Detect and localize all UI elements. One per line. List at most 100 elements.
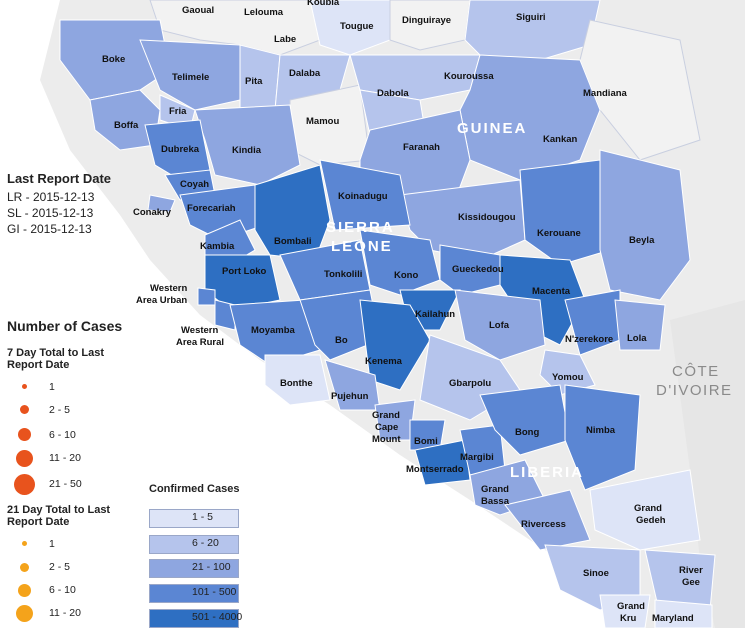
region-macenta bbox=[499, 254, 586, 346]
label-boffa: Boffa bbox=[114, 120, 139, 131]
country-label-liberia: LIBERIA bbox=[510, 464, 584, 481]
label-moyamba: Moyamba bbox=[251, 325, 296, 336]
label-kailahun: Kailahun bbox=[415, 309, 455, 320]
last-report-title: Last Report Date bbox=[7, 171, 112, 186]
label-dinguiraye: Dinguiraye bbox=[402, 15, 451, 26]
label-conakry: Conakry bbox=[133, 207, 172, 218]
label-nimba: Nimba bbox=[586, 425, 616, 436]
region-tougue bbox=[309, 0, 401, 56]
region-bonthe bbox=[264, 354, 331, 406]
legend-title: Number of Cases bbox=[7, 318, 123, 334]
label-macenta: Macenta bbox=[532, 286, 571, 297]
twentyone-dot-1 bbox=[22, 541, 27, 546]
label-sinoe: Sinoe bbox=[583, 568, 609, 579]
region-kerouane bbox=[519, 159, 611, 266]
seven-day-dot-5 bbox=[14, 474, 35, 495]
region-telimele bbox=[139, 39, 241, 111]
last-report-panel: Last Report Date LR - 2015-12-13 SL - 20… bbox=[7, 171, 111, 237]
label-gcm-1: Grand bbox=[372, 410, 400, 421]
seven-day-label-4: 11 - 20 bbox=[49, 452, 81, 464]
region-bo bbox=[299, 289, 381, 361]
region-gueckedou bbox=[439, 244, 501, 296]
region-koinadugu bbox=[319, 159, 411, 231]
twentyone-dot-2 bbox=[20, 563, 29, 572]
label-kenema: Kenema bbox=[365, 356, 403, 367]
region-western-urban bbox=[197, 287, 216, 306]
label-kissidougou: Kissidougou bbox=[458, 212, 516, 223]
label-bombali: Bombali bbox=[274, 236, 311, 247]
confirmed-label-4: 101 - 500 bbox=[192, 586, 237, 598]
confirmed-label-3: 21 - 100 bbox=[192, 561, 231, 573]
seven-day-label-1: 1 bbox=[49, 381, 55, 393]
confirmed-swatch-1 bbox=[149, 509, 239, 528]
label-koubia: Koubia bbox=[307, 0, 340, 8]
label-bomi: Bomi bbox=[414, 436, 438, 447]
region-kouroussa bbox=[349, 54, 481, 101]
last-report-gi: GI - 2015-12-13 bbox=[7, 222, 92, 236]
label-forecariah: Forecariah bbox=[187, 203, 236, 214]
last-report-sl: SL - 2015-12-13 bbox=[7, 206, 94, 220]
coastal-lake bbox=[374, 443, 382, 451]
confirmed-swatch-3 bbox=[149, 559, 239, 578]
label-coyah: Coyah bbox=[180, 179, 209, 190]
label-faranah: Faranah bbox=[403, 142, 440, 153]
region-kenema bbox=[359, 299, 431, 391]
label-grand-gedeh-2: Gedeh bbox=[636, 515, 666, 526]
twentyone-title-line2: Report Date bbox=[7, 516, 70, 528]
confirmed-label-1: 1 - 5 bbox=[192, 511, 214, 523]
label-western-rural-1: Western bbox=[181, 325, 219, 336]
label-beyla: Beyla bbox=[629, 235, 655, 246]
seven-day-dot-3 bbox=[18, 428, 31, 441]
region-conakry bbox=[147, 194, 176, 213]
region-western-rural bbox=[214, 299, 236, 331]
region-maryland bbox=[654, 599, 713, 628]
label-grand-kru-2: Kru bbox=[620, 613, 637, 624]
legend-seven-day-title: 7 Day Total to Last Report Date bbox=[7, 347, 104, 371]
label-dalaba: Dalaba bbox=[289, 68, 321, 79]
twentyone-dot-3 bbox=[18, 584, 31, 597]
country-label-sierra: SIERRA bbox=[326, 219, 395, 236]
label-kerouane: Kerouane bbox=[537, 228, 581, 239]
label-dabola: Dabola bbox=[377, 88, 409, 99]
label-bo: Bo bbox=[335, 335, 348, 346]
label-montserrado: Montserrado bbox=[406, 464, 464, 475]
twentyone-label-4: 11 - 20 bbox=[49, 607, 81, 619]
label-grand-bassa-2: Bassa bbox=[481, 496, 510, 507]
label-fria: Fria bbox=[169, 106, 187, 117]
twentyone-label-2: 2 - 5 bbox=[49, 561, 71, 573]
region-nimba bbox=[564, 384, 641, 491]
region-rivercess bbox=[504, 489, 591, 551]
label-nzerekore: N'zerekore bbox=[565, 334, 613, 345]
label-lola: Lola bbox=[627, 333, 647, 344]
region-grand-kru bbox=[599, 594, 651, 628]
label-pita: Pita bbox=[245, 76, 263, 87]
label-river-gee-2: Gee bbox=[682, 577, 700, 588]
confirmed-label-5: 501 - 4000 bbox=[192, 611, 243, 623]
label-grand-gedeh-1: Grand bbox=[634, 503, 662, 514]
seven-day-title-line1: 7 Day Total to Last bbox=[7, 347, 104, 359]
label-margibi: Margibi bbox=[460, 452, 494, 463]
region-bong bbox=[479, 384, 571, 456]
label-telimele: Telimele bbox=[172, 72, 209, 83]
seven-day-dot-2 bbox=[20, 405, 29, 414]
legend-number-of-cases: Number of Cases bbox=[7, 318, 122, 334]
label-lelouma: Lelouma bbox=[244, 7, 284, 18]
country-label-cote: CÔTE bbox=[672, 363, 720, 380]
twentyone-label-1: 1 bbox=[49, 538, 55, 550]
confirmed-swatch-2 bbox=[149, 535, 239, 554]
label-gcm-2: Cape bbox=[375, 422, 398, 433]
label-lofa: Lofa bbox=[489, 320, 510, 331]
label-pujehun: Pujehun bbox=[331, 391, 369, 402]
seven-day-dot-1 bbox=[22, 384, 27, 389]
label-dubreka: Dubreka bbox=[161, 144, 200, 155]
label-bong: Bong bbox=[515, 427, 539, 438]
last-report-lr: LR - 2015-12-13 bbox=[7, 190, 95, 204]
seven-day-title-line2: Report Date bbox=[7, 359, 70, 371]
label-yomou: Yomou bbox=[552, 372, 584, 383]
label-western-urban-2: Area Urban bbox=[136, 295, 187, 306]
label-gcm-3: Mount bbox=[372, 434, 401, 445]
label-mamou: Mamou bbox=[306, 116, 339, 127]
label-maryland: Maryland bbox=[652, 613, 694, 624]
